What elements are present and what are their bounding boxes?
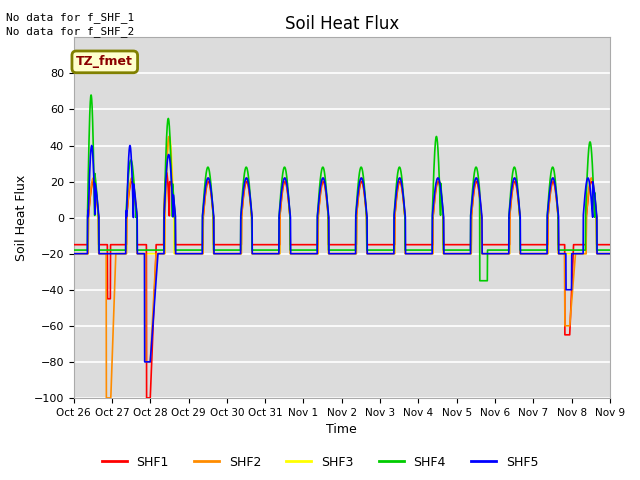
Line: SHF4: SHF4 <box>74 95 610 281</box>
SHF1 <box>70 242 77 248</box>
SHF4 <box>392 194 399 200</box>
SHF1 <box>275 242 283 248</box>
SHF5 <box>606 251 614 257</box>
SHF5 <box>275 251 283 257</box>
SHF1 <box>470 188 478 194</box>
Text: No data for f_SHF_1: No data for f_SHF_1 <box>6 12 134 23</box>
SHF2 <box>606 251 614 257</box>
SHF3 <box>511 179 518 184</box>
SHF1 <box>143 395 150 401</box>
SHF5 <box>392 198 399 204</box>
SHF2 <box>275 251 283 257</box>
SHF1 <box>606 242 614 248</box>
SHF1 <box>419 242 426 248</box>
SHF4 <box>511 165 518 170</box>
SHF1 <box>392 206 399 212</box>
SHF5 <box>126 143 134 148</box>
SHF3 <box>275 251 282 257</box>
SHF2 <box>165 133 173 139</box>
SHF2 <box>392 205 399 211</box>
SHF4 <box>476 278 484 284</box>
SHF5 <box>470 182 478 188</box>
SHF4 <box>419 247 426 253</box>
SHF4 <box>470 173 477 179</box>
SHF3 <box>470 189 477 194</box>
SHF1 <box>511 179 518 184</box>
Text: No data for f_SHF_2: No data for f_SHF_2 <box>6 26 134 37</box>
SHF2 <box>168 160 175 166</box>
X-axis label: Time: Time <box>326 423 357 436</box>
Line: SHF3: SHF3 <box>74 136 610 254</box>
SHF3 <box>392 207 399 213</box>
SHF3 <box>419 251 426 257</box>
SHF1 <box>163 169 170 175</box>
Legend: SHF1, SHF2, SHF3, SHF4, SHF5: SHF1, SHF2, SHF3, SHF4, SHF5 <box>97 451 543 474</box>
SHF3 <box>166 133 173 139</box>
SHF2 <box>511 175 518 181</box>
SHF4 <box>275 247 282 253</box>
Y-axis label: Soil Heat Flux: Soil Heat Flux <box>15 175 28 261</box>
Line: SHF1: SHF1 <box>74 172 610 398</box>
SHF2 <box>419 251 426 257</box>
SHF5 <box>141 359 148 365</box>
SHF3 <box>70 251 77 257</box>
SHF3 <box>167 148 175 154</box>
SHF5 <box>168 175 175 181</box>
SHF4 <box>87 92 95 98</box>
SHF5 <box>511 175 518 181</box>
SHF5 <box>70 251 77 257</box>
SHF4 <box>167 168 175 174</box>
SHF1 <box>168 181 175 187</box>
Title: Soil Heat Flux: Soil Heat Flux <box>285 15 399 33</box>
SHF3 <box>606 251 614 257</box>
SHF2 <box>70 251 77 257</box>
SHF5 <box>419 251 426 257</box>
Line: SHF2: SHF2 <box>74 136 610 398</box>
SHF2 <box>470 185 478 191</box>
SHF4 <box>70 247 77 253</box>
SHF2 <box>102 395 110 401</box>
Line: SHF5: SHF5 <box>74 145 610 362</box>
SHF4 <box>606 247 614 253</box>
Text: TZ_fmet: TZ_fmet <box>76 55 133 68</box>
